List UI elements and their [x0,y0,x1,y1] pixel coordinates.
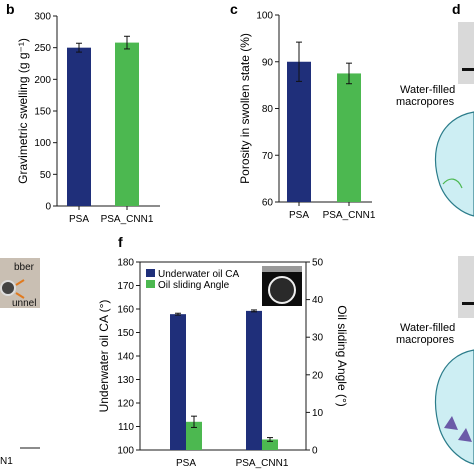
chart-f-y2-axis-label: Oil sliding Angle (°) [335,305,349,407]
partial-label-rubber: bber [14,262,35,273]
chart-b-bar-psa [67,47,91,206]
chart-b-category-label: PSA_CNN1 [101,214,154,225]
chart-b-category-label: PSA [69,214,89,225]
chart-c-y-axis-label: Porosity in swollen state (%) [238,33,252,184]
chart-f-y2tick-label: 20 [312,370,324,381]
chart-f-ytick-label: 170 [117,281,134,292]
chart-f-ytick-label: 100 [117,446,134,457]
chart-c-category-label: PSA_CNN1 [323,210,376,221]
chart-c-ytick-label: 100 [256,11,273,22]
chart-c-ytick-label: 70 [262,151,274,162]
callout-top-line1: Water-filled [400,84,455,96]
micrograph-bottom [458,256,474,318]
chart-b-bar-psa_cnn1 [115,42,139,206]
chart-f-ytick-label: 160 [117,305,134,316]
chart-f-legend-swatch [146,280,155,288]
chart-b: 0 50 100 150 200 250 300 PSA PSA_CNN1 Gravimetric… [16,12,160,225]
chart-c: 60 70 80 90 100 PSA PSA_CNN1 Porosity in swolle… [238,11,376,222]
particle-marker-1 [444,416,458,430]
particle-marker-2 [458,428,472,442]
chart-c-category-label: PSA [289,210,309,221]
chart-f-ytick-label: 110 [118,422,134,433]
pore-illustration-bottom [434,349,474,465]
chart-f-ytick-label: 120 [117,399,134,410]
callout-bottom-line2: macropores [396,334,455,346]
chart-c-bar-psa [287,61,311,202]
callout-top-line2: macropores [396,96,455,108]
chart-b-ytick-label: 100 [34,138,51,149]
chart-c-ytick-label: 80 [262,104,274,115]
panel-letter-c: c [230,1,238,17]
partial-label-tunnel: unnel [12,298,36,309]
chart-b-y-axis-label: Gravimetric swelling (g g⁻¹) [16,38,30,184]
chart-f-y-axis-label: Underwater oil CA (°) [97,300,111,413]
chart-b-ytick-label: 250 [34,43,51,54]
chart-f-y2tick-label: 50 [312,258,324,269]
chart-f-ytick-label: 140 [117,352,134,363]
chart-f-legend-swatch [146,269,155,277]
chart-f-legend-label: Underwater oil CA [158,269,239,280]
panel-e-strip: bber unnel N1 [0,258,40,467]
chart-f-ytick-label: 180 [117,258,134,269]
chart-f-ytick-label: 130 [117,375,134,386]
chart-c-bar-psa_cnn1 [337,73,361,202]
chart-b-ytick-label: 150 [34,107,51,118]
chart-f-y2tick-label: 30 [312,333,324,344]
chart-f-bar-ca-psa [170,314,186,450]
chart-f-bar-sliding-psa [186,421,202,450]
micrograph-top [458,22,474,84]
chart-f-category-label: PSA [176,458,196,469]
chart-f-category-label: PSA_CNN1 [236,458,289,469]
partial-label-cnn1: N1 [0,456,13,467]
arrow-tunnel [15,292,25,299]
chart-b-ytick-label: 300 [34,12,51,23]
panel-letter-b: b [6,1,15,17]
chart-f: 100 110 120 130 140 150 160 170 180 0 10 20 30 40 50 PS… [97,258,349,470]
sample-circle [0,280,16,296]
chart-f-legend-label: Oil sliding Angle [158,280,230,291]
chart-c-ytick-label: 90 [262,57,274,68]
pore-detail-top [442,178,463,189]
chart-f-ytick-label: 150 [117,328,134,339]
pore-illustration-top [434,111,474,217]
chart-b-ytick-label: 200 [34,75,51,86]
panel-d-strip: d Water-filled macropores Water-filled m… [396,1,474,465]
chart-c-ytick-label: 60 [262,198,274,209]
panel-letter-d: d [452,1,461,17]
panel-letter-f: f [118,234,123,250]
chart-b-ytick-label: 50 [40,170,52,181]
scale-bar-top [462,68,474,71]
callout-bottom-line1: Water-filled [400,322,455,334]
chart-b-ytick-label: 0 [45,202,51,213]
scale-bar-bottom [462,302,474,305]
chart-f-y2tick-label: 10 [312,408,324,419]
chart-f-bar-ca-psa_cnn1 [246,310,262,450]
chart-f-bar-sliding-psa_cnn1 [262,439,278,450]
chart-f-y2tick-label: 40 [312,295,324,306]
chart-f-y2tick-label: 0 [312,446,318,457]
chart-f-droplet [268,276,296,304]
arrow-rubber [15,279,25,286]
chart-f-droplet-surface [262,266,302,272]
